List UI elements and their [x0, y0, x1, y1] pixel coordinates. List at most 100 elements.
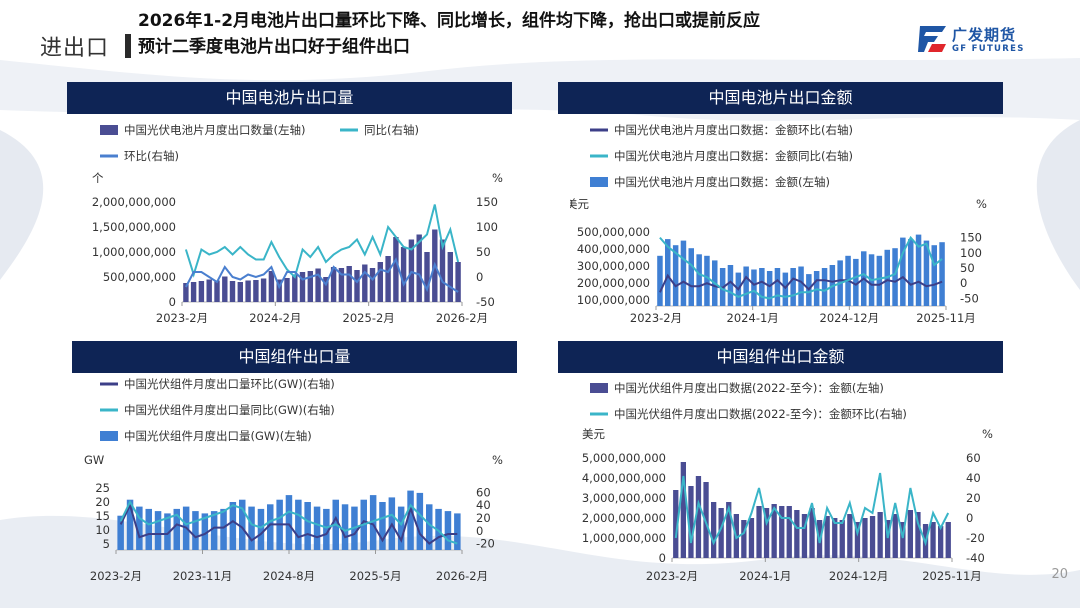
left-tick-label: 2,000,000,000	[582, 511, 666, 525]
x-tick-label: 2024-2月	[249, 311, 301, 325]
right-tick-label: 150	[476, 195, 498, 209]
bar-mark	[267, 504, 274, 550]
bar-mark	[220, 508, 227, 550]
left-axis-unit: 美元	[582, 427, 605, 441]
right-axis-unit: %	[982, 427, 993, 441]
right-tick-label: 0	[476, 524, 483, 538]
bar-mark	[711, 502, 717, 558]
bar-mark	[206, 279, 212, 302]
x-tick-label: 2024-1月	[739, 569, 791, 583]
right-tick-label: -40	[966, 551, 985, 565]
bar-mark	[908, 239, 914, 306]
bar-mark	[727, 265, 734, 306]
bar-mark	[379, 502, 386, 550]
bar-mark	[938, 526, 944, 558]
right-tick-label: 100	[476, 220, 498, 234]
right-axis-unit: %	[492, 453, 503, 467]
bar-mark	[338, 268, 345, 302]
bar-mark	[439, 239, 446, 302]
right-tick-label: 0	[476, 270, 483, 284]
bar-mark	[126, 499, 134, 550]
bar-mark	[229, 502, 237, 550]
series-line	[184, 204, 460, 279]
legend-swatch-bar	[590, 383, 608, 393]
bar-mark	[915, 234, 922, 306]
x-tick-label: 2023-2月	[156, 311, 208, 325]
bar-mark	[741, 520, 747, 558]
legend-label: 同比(右轴)	[364, 123, 419, 137]
right-tick-label: 40	[476, 498, 491, 512]
bar-mark	[832, 518, 838, 558]
x-tick-label: 2024-8月	[263, 569, 315, 583]
right-tick-label: -20	[476, 537, 495, 551]
right-tick-label: 0	[960, 276, 967, 290]
bar-mark	[790, 268, 796, 306]
chart-cell-value: 中国光伏电池片月度出口数据：金额环比(右轴) 中国光伏电池片月度出口数据：金额同比…	[570, 123, 987, 325]
left-tick-label: 3,000,000,000	[582, 491, 666, 505]
bar-mark	[313, 506, 321, 550]
left-tick-label: 1,000,000,000	[92, 245, 176, 259]
bar-mark	[779, 506, 785, 558]
bar-mark	[397, 506, 405, 550]
bar-mark	[945, 522, 951, 558]
bar-mark	[407, 490, 414, 550]
legend-swatch-bar	[100, 431, 118, 441]
bar-mark	[931, 245, 937, 306]
bar-mark	[292, 274, 298, 302]
left-tick-label: 2,000,000,000	[92, 195, 176, 209]
gf-futures-logo: 广发期货 GF FUTURES	[916, 22, 1056, 62]
left-tick-label: 1,500,000,000	[92, 220, 176, 234]
bar-mark	[915, 512, 921, 558]
bar-mark	[315, 268, 321, 302]
bar-mark	[369, 268, 376, 302]
bar-mark	[426, 504, 433, 550]
bar-mark	[798, 266, 804, 306]
left-axis-unit: 美元	[570, 197, 589, 211]
bar-mark	[900, 237, 906, 306]
bar-mark	[862, 518, 868, 558]
bar-mark	[214, 280, 220, 302]
legend-label: 中国光伏组件月度出口数据(2022-至今)：金额环比(右轴)	[614, 407, 907, 421]
bar-mark	[847, 514, 853, 558]
x-tick-label: 2026-2月	[436, 311, 488, 325]
bar-mark	[869, 516, 876, 558]
bar-mark	[923, 240, 930, 306]
x-tick-label: 2023-2月	[90, 569, 142, 583]
x-tick-label: 2024-1月	[727, 311, 779, 325]
legend-label: 中国光伏电池片月度出口数量(左轴)	[124, 123, 305, 137]
bar-mark	[192, 511, 199, 550]
bar-mark	[763, 508, 770, 558]
bar-mark	[680, 462, 686, 558]
bar-mark	[877, 512, 883, 558]
bar-mark	[183, 283, 189, 302]
bar-mark	[136, 506, 143, 550]
bar-mark	[688, 248, 694, 306]
bar-mark	[718, 508, 724, 558]
left-tick-label: 200,000,000	[577, 276, 650, 290]
bar-mark	[435, 508, 442, 550]
x-tick-label: 2025-11月	[916, 311, 976, 325]
bar-mark	[173, 508, 180, 550]
chart-module-volume: 中国光伏组件月度出口量环比(GW)(右轴) 中国光伏组件月度出口量同比(GW)(右…	[84, 377, 503, 583]
bar-mark	[751, 269, 757, 306]
x-tick-label: 2024-12月	[820, 311, 880, 325]
series-line	[658, 273, 943, 293]
bar-mark	[201, 513, 209, 550]
legend-swatch-bar	[100, 125, 118, 135]
bar-mark	[703, 482, 709, 558]
right-tick-label: -20	[966, 531, 985, 545]
series-line	[119, 499, 458, 545]
right-tick-label: 20	[966, 491, 981, 505]
right-tick-label: 150	[960, 231, 982, 245]
bar-mark	[892, 514, 898, 558]
bar-mark	[824, 516, 830, 558]
bar-mark	[424, 252, 430, 302]
bar-mark	[892, 248, 898, 306]
right-tick-label: -50	[476, 295, 495, 309]
bar-mark	[854, 522, 861, 558]
x-tick-label: 2023-11月	[173, 569, 233, 583]
left-tick-label: 4,000,000,000	[582, 471, 666, 485]
panel-title-module-volume: 中国组件出口量	[72, 341, 517, 373]
bar-mark	[839, 520, 845, 558]
panel-title-cell-volume: 中国电池片出口量	[67, 82, 512, 114]
